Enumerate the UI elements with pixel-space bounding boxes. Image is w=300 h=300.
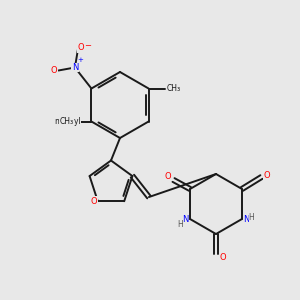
Text: N: N — [182, 214, 188, 224]
Text: O: O — [165, 172, 171, 181]
Text: O: O — [51, 66, 57, 75]
Text: +: + — [77, 57, 83, 63]
Text: H: H — [178, 220, 183, 229]
Text: O: O — [264, 171, 270, 180]
Text: O: O — [91, 197, 98, 206]
Text: O: O — [219, 253, 226, 262]
Text: H: H — [249, 213, 254, 222]
Text: N: N — [72, 63, 78, 72]
Text: N: N — [244, 214, 250, 224]
Text: methyl: methyl — [54, 117, 81, 126]
Text: −: − — [84, 41, 91, 50]
Text: O: O — [78, 44, 84, 52]
Text: CH₃: CH₃ — [167, 84, 181, 93]
Text: CH₃: CH₃ — [59, 117, 74, 126]
